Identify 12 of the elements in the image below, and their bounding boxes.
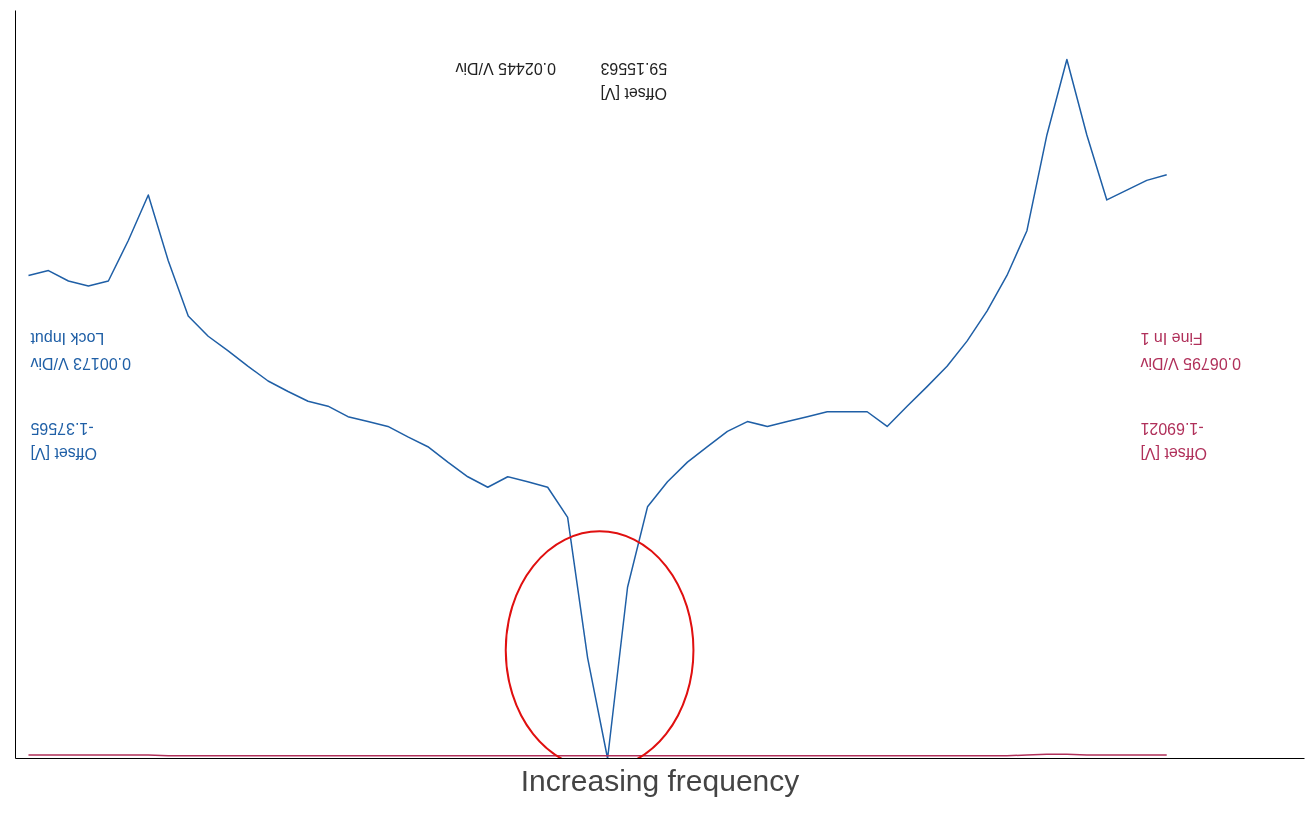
annotation: Fine In 1 <box>1140 330 1203 347</box>
annotation: 0.06795 V/Div <box>1140 355 1242 372</box>
annotation: 59.15563 <box>600 59 668 77</box>
annotation: 0.00173 V/Div <box>30 355 132 372</box>
annotation: 0.02445 V/Div <box>455 60 557 77</box>
annotation: -1.37565 <box>30 419 94 437</box>
annotation: Lock Input <box>29 330 105 347</box>
annotation: -1.69021 <box>1140 419 1204 437</box>
annotation: Offset [V] <box>1140 445 1207 462</box>
annotation: Offset [V] <box>30 445 97 462</box>
annotation: Offset [V] <box>600 85 667 102</box>
x-axis-title: Increasing frequency <box>520 763 800 797</box>
